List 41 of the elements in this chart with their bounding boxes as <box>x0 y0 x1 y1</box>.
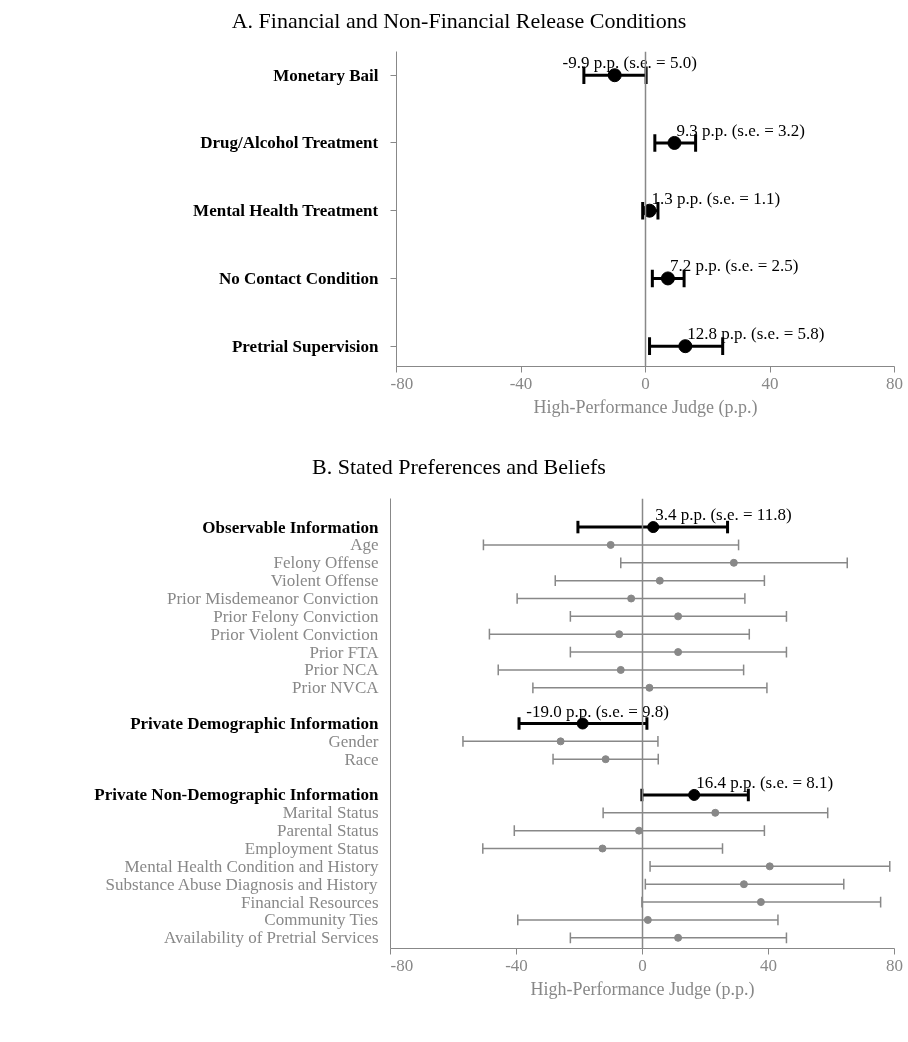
chart-title: B. Stated Preferences and Beliefs <box>312 453 606 482</box>
x-tick-label: -40 <box>509 373 533 393</box>
data-label: 3.4 p.p. (s.e. = 11.8) <box>655 504 792 524</box>
y-tick-label: Marital Status <box>282 803 379 823</box>
y-tick-label: Monetary Bail <box>273 66 379 86</box>
y-tick-label: Pretrial Supervision <box>231 337 380 357</box>
y-tick-label: Felony Offense <box>273 553 379 573</box>
data-label: 7.2 p.p. (s.e. = 2.5) <box>669 256 799 276</box>
x-axis-title: High-Performance Judge (p.p.) <box>533 396 758 418</box>
y-tick-label: Private Demographic Information <box>130 713 380 733</box>
y-tick-label: Prior NVCA <box>292 678 380 698</box>
y-tick-label: Race <box>344 749 379 769</box>
y-tick-label: Prior NCA <box>304 660 380 680</box>
y-tick-label: Observable Information <box>202 517 380 537</box>
data-label: 16.4 p.p. (s.e. = 8.1) <box>696 772 834 792</box>
x-tick-label: 40 <box>760 955 777 975</box>
y-tick-label: Prior Felony Conviction <box>213 606 379 626</box>
y-tick-label: Mental Health Treatment <box>193 201 379 221</box>
x-tick-label: 40 <box>761 373 779 393</box>
data-label: 9.3 p.p. (s.e. = 3.2) <box>676 121 806 141</box>
y-tick-label: Prior FTA <box>309 642 380 662</box>
x-axis-title: High-Performance Judge (p.p.) <box>530 978 755 1000</box>
y-tick-label: Private Non-Demographic Information <box>94 785 380 805</box>
x-tick-label: 0 <box>638 955 647 975</box>
x-tick-label: -40 <box>505 955 528 975</box>
x-tick-label: 80 <box>886 955 903 975</box>
chart-title: A. Financial and Non-Financial Release Conditions <box>231 7 687 35</box>
x-tick-label: -80 <box>390 955 414 975</box>
y-tick-label: Prior Misdemeanor Conviction <box>166 588 379 608</box>
y-tick-label: Age <box>350 535 379 555</box>
y-tick-label: Availability of Pretrial Services <box>164 928 379 948</box>
x-tick-label: 80 <box>886 373 903 393</box>
x-tick-label: -80 <box>390 373 414 393</box>
y-tick-label: Gender <box>328 731 379 751</box>
x-tick-label: 0 <box>641 373 650 393</box>
y-tick-label: No Contact Condition <box>218 269 380 289</box>
y-tick-label: Parental Status <box>276 820 379 840</box>
data-label: 1.3 p.p. (s.e. = 1.1) <box>651 189 781 209</box>
y-tick-label: Community Ties <box>264 910 379 930</box>
y-tick-label: Employment Status <box>244 838 379 858</box>
y-tick-label: Drug/Alcohol Treatment <box>200 133 379 153</box>
